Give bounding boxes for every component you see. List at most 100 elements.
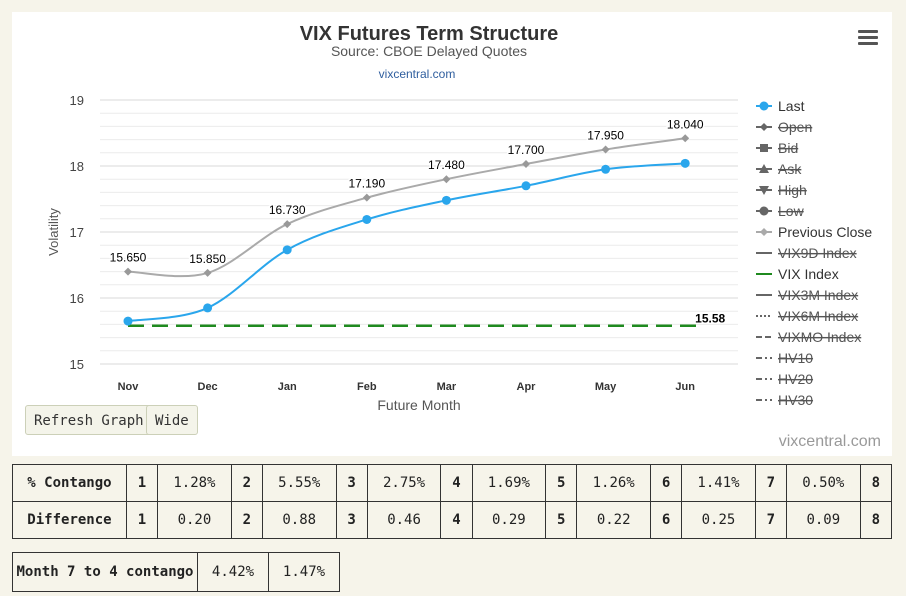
last-point: [521, 181, 531, 191]
legend-label: VIX9D Index: [778, 245, 857, 261]
legend-item[interactable]: Ask: [756, 161, 802, 177]
month-contango-label: Month 7 to 4 contango: [12, 552, 198, 592]
last-point: [441, 195, 451, 205]
contango-value: 1.26%: [576, 464, 651, 502]
contango-index: 5: [545, 464, 578, 502]
contango-value: 1.69%: [471, 464, 547, 502]
legend-label: Previous Close: [778, 224, 872, 240]
legend: Last Open Bid Ask High Low Previous Close VIX9D…: [756, 98, 872, 408]
contango-index: 6: [649, 464, 683, 502]
difference-index: 2: [230, 501, 263, 539]
legend-item[interactable]: VIXMO Index: [756, 329, 861, 345]
difference-index: 3: [335, 501, 368, 539]
legend-label: Last: [778, 98, 805, 114]
legend-label: HV30: [778, 392, 813, 408]
difference-value: 0.88: [261, 501, 337, 539]
legend-label: VIX Index: [778, 266, 839, 282]
contango-value: 1.41%: [681, 464, 756, 502]
difference-value: 0.46: [366, 501, 442, 539]
legend-item[interactable]: Last: [756, 98, 805, 114]
x-tick-label: Feb: [357, 381, 377, 393]
x-tick-label: Nov: [118, 381, 140, 393]
last-data-label: 17.480: [428, 158, 465, 172]
legend-marker: [760, 144, 768, 152]
legend-marker: [759, 186, 769, 195]
legend-item[interactable]: Previous Close: [756, 224, 872, 240]
month-contango-row: Month 7 to 4 contango 4.42% 1.47%: [12, 552, 340, 592]
contango-row: % Contango 1 1.28% 2 5.55% 3 2.75% 4 1.6…: [12, 464, 893, 502]
x-tick-label: May: [595, 381, 617, 393]
legend-label: HV20: [778, 371, 813, 387]
legend-item[interactable]: High: [756, 182, 807, 198]
wide-button[interactable]: Wide: [146, 405, 198, 435]
refresh-graph-button[interactable]: Refresh Graph: [25, 405, 153, 435]
difference-value: 0.29: [471, 501, 547, 539]
legend-item[interactable]: Low: [756, 203, 805, 219]
legend-item[interactable]: HV30: [756, 392, 813, 408]
y-axis-title: Volatility: [46, 208, 61, 256]
last-data-label: 17.700: [508, 143, 545, 157]
grid-lines: [100, 99, 738, 365]
site-link[interactable]: vixcentral.com: [379, 67, 456, 81]
legend-label: VIX6M Index: [778, 308, 858, 324]
difference-value: 0.25: [681, 501, 756, 539]
legend-item[interactable]: HV10: [756, 350, 813, 366]
legend-item[interactable]: Bid: [756, 140, 798, 156]
legend-item[interactable]: VIX Index: [756, 266, 839, 282]
legend-label: High: [778, 182, 807, 198]
contango-index: 8: [859, 464, 893, 502]
legend-item[interactable]: Open: [756, 119, 812, 135]
contango-table: % Contango 1 1.28% 2 5.55% 3 2.75% 4 1.6…: [12, 464, 893, 539]
difference-index: 8: [859, 501, 893, 539]
legend-marker: [759, 164, 769, 173]
previous-close-point: [124, 267, 132, 276]
vix-index-label: 15.58: [695, 312, 725, 326]
legend-item[interactable]: VIX3M Index: [756, 287, 858, 303]
y-axis: 15 16 17 18 19: [70, 93, 84, 372]
x-tick-label: Mar: [437, 381, 457, 393]
x-axis: Nov Dec Jan Feb Mar Apr May Jun: [118, 381, 696, 393]
last-point: [282, 245, 292, 255]
previous-close-point: [442, 175, 451, 184]
chart-subtitle: Source: CBOE Delayed Quotes: [331, 43, 527, 59]
legend-item[interactable]: HV20: [756, 371, 813, 387]
legend-marker: [759, 101, 769, 111]
previous-close-point: [362, 193, 371, 202]
difference-value: 0.22: [576, 501, 651, 539]
chart-menu-icon[interactable]: [858, 30, 878, 46]
legend-marker: [760, 123, 768, 131]
last-data-label: 16.730: [269, 203, 306, 217]
difference-value: 0.20: [157, 501, 232, 539]
last-data-label: 15.650: [110, 251, 147, 265]
difference-index: 7: [754, 501, 788, 539]
previous-close-point: [283, 220, 292, 229]
contango-label: % Contango: [12, 464, 127, 502]
y-tick-label: 15: [70, 357, 84, 372]
difference-index: 1: [125, 501, 159, 539]
month-contango-table: Month 7 to 4 contango 4.42% 1.47%: [12, 552, 340, 592]
term-structure-chart: VIX Futures Term Structure Source: CBOE …: [46, 23, 872, 413]
legend-item[interactable]: VIX6M Index: [756, 308, 858, 324]
contango-value: 0.50%: [786, 464, 861, 502]
contango-value: 5.55%: [261, 464, 337, 502]
legend-label: Open: [778, 119, 812, 135]
previous-close-point: [522, 160, 530, 169]
previous-close-line: [127, 137, 686, 278]
contango-index: 7: [754, 464, 788, 502]
last-data-label: 15.850: [189, 252, 226, 266]
contango-value: 1.28%: [157, 464, 232, 502]
previous-close-point: [601, 145, 610, 154]
last-point: [362, 214, 372, 224]
last-point: [601, 164, 611, 174]
y-tick-label: 19: [70, 93, 84, 108]
x-tick-label: Dec: [198, 381, 218, 393]
last-data-label: 17.190: [348, 177, 385, 191]
legend-label: Low: [778, 203, 805, 219]
difference-label: Difference: [12, 501, 127, 539]
legend-item[interactable]: VIX9D Index: [756, 245, 857, 261]
x-tick-label: Jun: [675, 381, 695, 393]
chart-credit[interactable]: vixcentral.com: [778, 433, 881, 450]
y-tick-label: 18: [70, 159, 84, 174]
month-contango-value: 1.47%: [268, 552, 340, 592]
last-line: [127, 162, 686, 323]
